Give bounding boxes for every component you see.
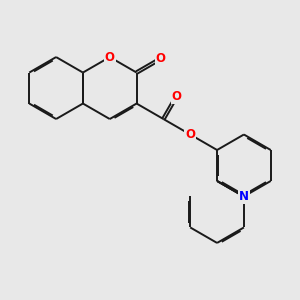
Text: O: O (156, 52, 166, 65)
Text: O: O (105, 51, 115, 64)
Text: N: N (239, 190, 249, 203)
Text: O: O (172, 90, 182, 103)
Text: O: O (185, 128, 195, 141)
